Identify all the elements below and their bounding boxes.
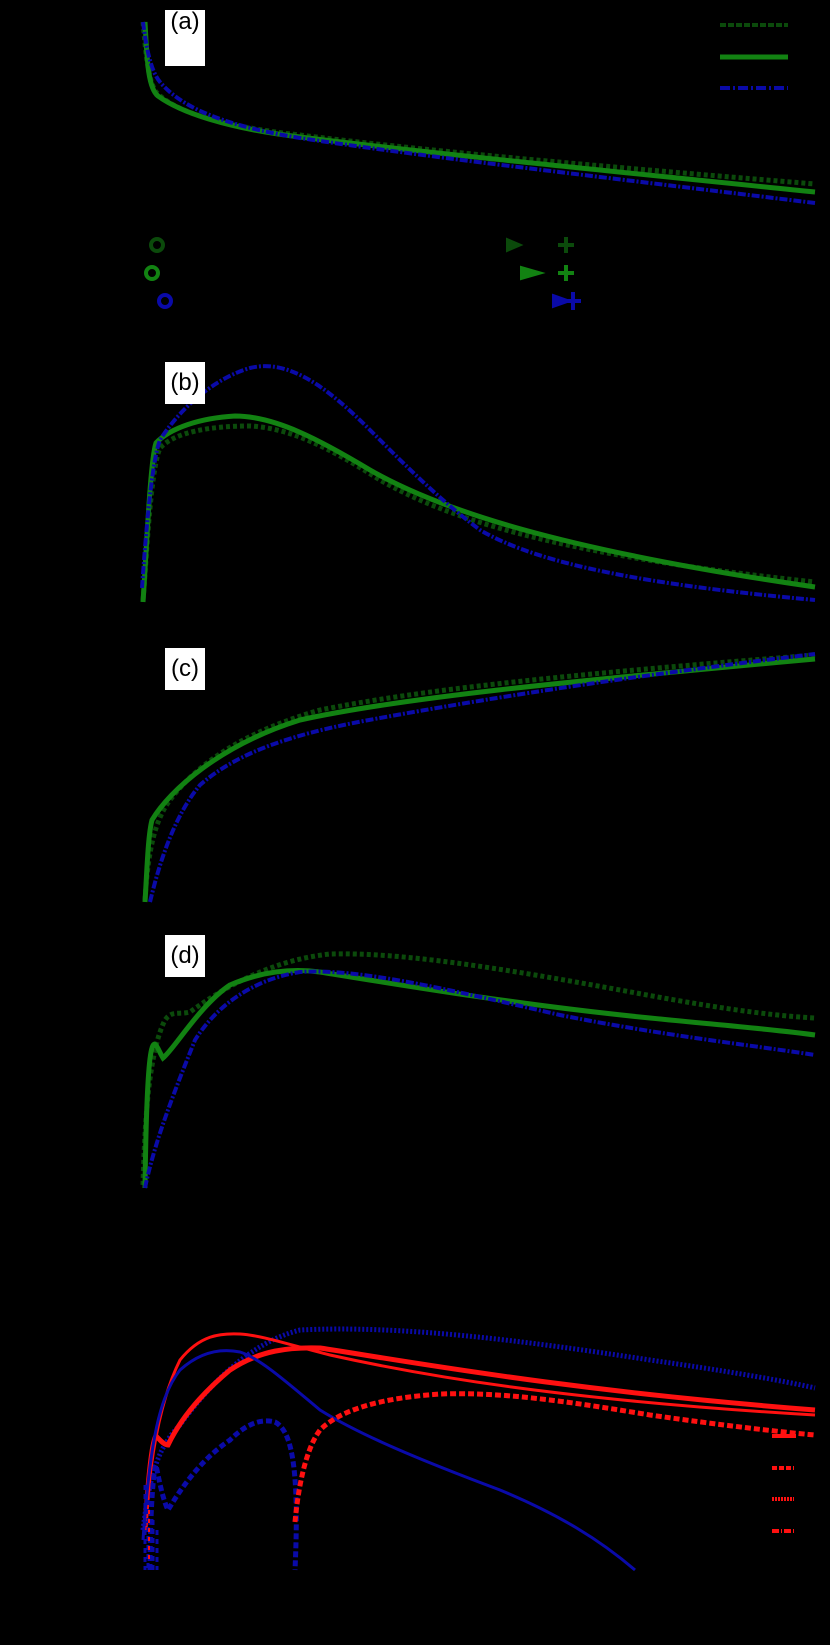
panel-c: (c) bbox=[0, 620, 830, 910]
panel-e bbox=[0, 1200, 830, 1580]
panel-label-b: (b) bbox=[165, 362, 205, 404]
dash-dot-line-swatch-icon bbox=[720, 86, 788, 90]
panel-d-plot bbox=[140, 951, 816, 1189]
panel-b-plot bbox=[140, 364, 816, 603]
panel-d: (d) bbox=[0, 910, 830, 1200]
panel-c-plot bbox=[142, 652, 816, 903]
panel-e-plot bbox=[140, 1326, 816, 1572]
panel-b: (b) bbox=[0, 330, 830, 620]
panel-label-a: (a) bbox=[165, 10, 205, 66]
solid-line-swatch-icon bbox=[720, 54, 788, 60]
solid-line-swatch-icon bbox=[772, 1434, 796, 1438]
panel-label-d: (d) bbox=[165, 935, 205, 977]
panel-label-c: (c) bbox=[165, 648, 205, 690]
dotted-line-swatch-icon bbox=[720, 23, 788, 27]
dotted-line-swatch-icon bbox=[772, 1497, 794, 1501]
dash-dot-line-swatch-icon bbox=[772, 1529, 796, 1533]
panel-a-plot bbox=[140, 21, 816, 205]
dashed-line-swatch-icon bbox=[772, 1466, 794, 1470]
panel-a: (a) bbox=[0, 0, 830, 320]
